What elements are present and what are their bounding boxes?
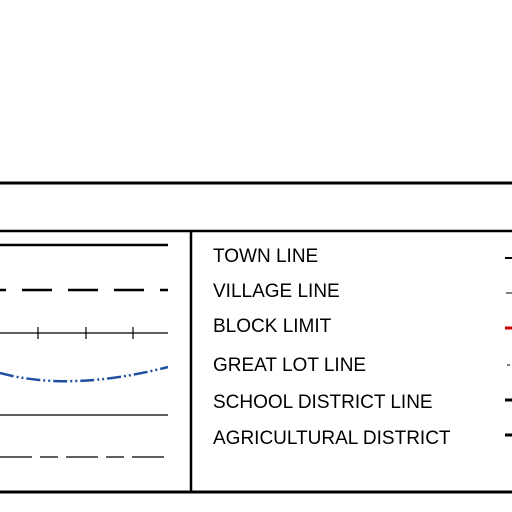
legend-label: SCHOOL DISTRICT LINE (213, 392, 433, 413)
line-sample (0, 327, 168, 339)
legend-label: TOWN LINE (213, 246, 318, 267)
legend-label: VILLAGE LINE (213, 281, 340, 302)
legend-label: AGRICULTURAL DISTRICT (213, 428, 451, 449)
line-sample (0, 365, 169, 383)
legend-label: BLOCK LIMIT (213, 316, 332, 337)
legend-label: GREAT LOT LINE (213, 355, 366, 376)
